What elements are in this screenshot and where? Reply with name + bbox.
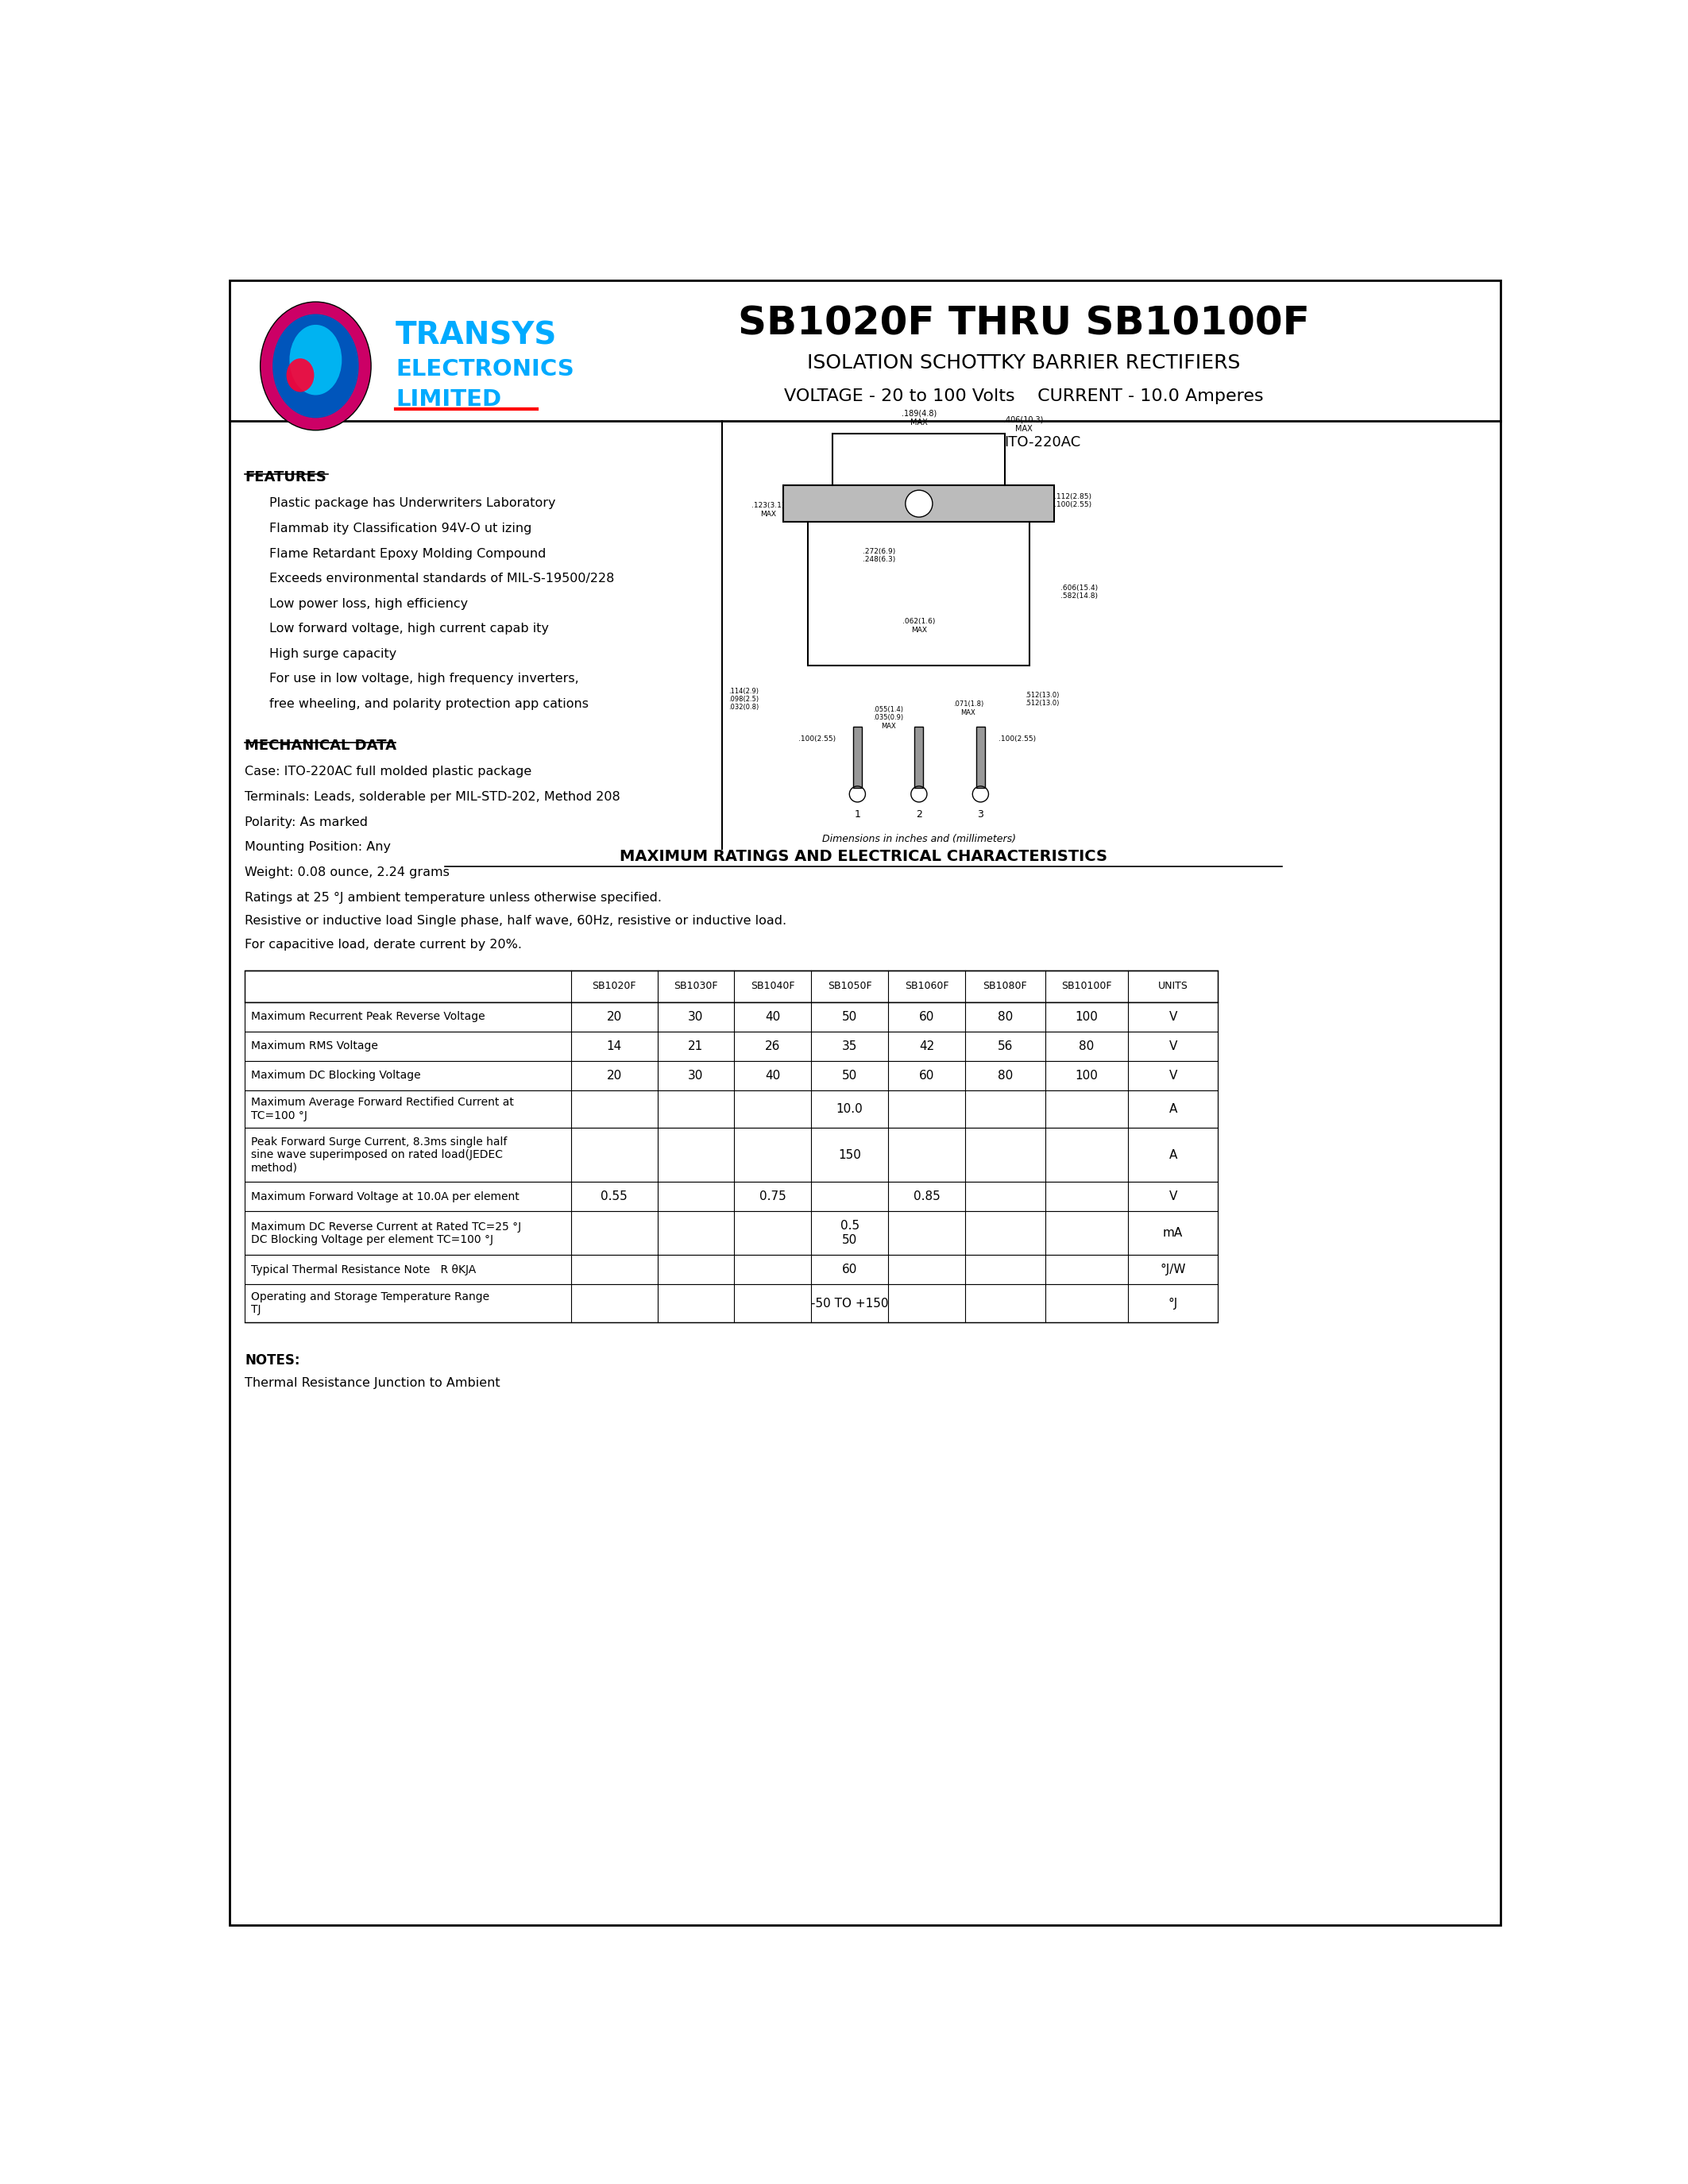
- Text: UNITS: UNITS: [1158, 981, 1188, 992]
- Text: SB1050F: SB1050F: [827, 981, 871, 992]
- Text: .189(4.8)
MAX: .189(4.8) MAX: [901, 408, 937, 426]
- Text: Maximum Average Forward Rectified Current at
TC=100 °J: Maximum Average Forward Rectified Curren…: [252, 1096, 513, 1120]
- Text: FEATURES: FEATURES: [245, 470, 326, 485]
- Text: Maximum DC Reverse Current at Rated TC=25 °J
DC Blocking Voltage per element TC=: Maximum DC Reverse Current at Rated TC=2…: [252, 1221, 522, 1245]
- Text: Resistive or inductive load Single phase, half wave, 60Hz, resistive or inductiv: Resistive or inductive load Single phase…: [245, 915, 787, 926]
- Text: Case: ITO-220AC full molded plastic package: Case: ITO-220AC full molded plastic pack…: [245, 767, 532, 778]
- Text: 0.75: 0.75: [760, 1190, 787, 1203]
- Text: LIMITED: LIMITED: [395, 389, 501, 411]
- Text: SB1020F THRU SB10100F: SB1020F THRU SB10100F: [738, 304, 1310, 343]
- Text: SB1080F: SB1080F: [982, 981, 1028, 992]
- Text: 80: 80: [998, 1011, 1013, 1022]
- Text: Thermal Resistance Junction to Ambient: Thermal Resistance Junction to Ambient: [245, 1378, 500, 1389]
- Text: .100(2.55): .100(2.55): [999, 736, 1036, 743]
- Text: .512(13.0)
.512(13.0): .512(13.0) .512(13.0): [1025, 692, 1060, 708]
- Text: A: A: [1168, 1103, 1177, 1116]
- Text: 100: 100: [1075, 1011, 1099, 1022]
- Bar: [832, 432, 1004, 489]
- Text: Operating and Storage Temperature Range
TJ: Operating and Storage Temperature Range …: [252, 1291, 490, 1315]
- Text: Typical Thermal Resistance Note   R θKJA: Typical Thermal Resistance Note R θKJA: [252, 1265, 476, 1275]
- Text: 60: 60: [918, 1011, 935, 1022]
- Text: Low power loss, high efficiency: Low power loss, high efficiency: [270, 598, 468, 609]
- Text: Maximum Forward Voltage at 10.0A per element: Maximum Forward Voltage at 10.0A per ele…: [252, 1190, 520, 1201]
- Text: .406(10.3)
MAX: .406(10.3) MAX: [1004, 415, 1043, 432]
- Bar: [809, 489, 1030, 666]
- Text: Peak Forward Surge Current, 8.3ms single half
sine wave superimposed on rated lo: Peak Forward Surge Current, 8.3ms single…: [252, 1136, 506, 1173]
- Text: TRANSYS: TRANSYS: [395, 321, 557, 352]
- Text: .606(15.4)
.582(14.8): .606(15.4) .582(14.8): [1060, 585, 1097, 601]
- Text: 40: 40: [765, 1011, 780, 1022]
- Text: Maximum RMS Voltage: Maximum RMS Voltage: [252, 1040, 378, 1053]
- Bar: [245, 1002, 1217, 1031]
- Text: NOTES:: NOTES:: [245, 1354, 300, 1367]
- Text: -50 TO +150: -50 TO +150: [810, 1297, 888, 1310]
- Text: Mounting Position: Any: Mounting Position: Any: [245, 841, 392, 854]
- Text: 21: 21: [689, 1040, 704, 1053]
- Text: 30: 30: [689, 1070, 704, 1081]
- Text: 60: 60: [918, 1070, 935, 1081]
- Text: For capacitive load, derate current by 20%.: For capacitive load, derate current by 2…: [245, 939, 522, 950]
- Text: 14: 14: [606, 1040, 621, 1053]
- Text: MAXIMUM RATINGS AND ELECTRICAL CHARACTERISTICS: MAXIMUM RATINGS AND ELECTRICAL CHARACTER…: [619, 850, 1107, 865]
- Bar: [245, 1061, 1217, 1090]
- Text: 1: 1: [854, 810, 861, 819]
- Text: 56: 56: [998, 1040, 1013, 1053]
- Text: SB10100F: SB10100F: [1062, 981, 1112, 992]
- Text: 100: 100: [1075, 1070, 1099, 1081]
- Bar: [245, 1127, 1217, 1182]
- Bar: [245, 1256, 1217, 1284]
- Text: 80: 80: [998, 1070, 1013, 1081]
- Text: High surge capacity: High surge capacity: [270, 649, 397, 660]
- Text: V: V: [1168, 1011, 1177, 1022]
- Text: MECHANICAL DATA: MECHANICAL DATA: [245, 738, 397, 753]
- Text: SB1030F: SB1030F: [674, 981, 717, 992]
- Text: Dimensions in inches and (millimeters): Dimensions in inches and (millimeters): [822, 834, 1016, 845]
- Text: 40: 40: [765, 1070, 780, 1081]
- Bar: [783, 485, 1055, 522]
- Bar: [976, 727, 984, 788]
- Text: 26: 26: [765, 1040, 780, 1053]
- Text: V: V: [1168, 1070, 1177, 1081]
- Text: 150: 150: [839, 1149, 861, 1162]
- Text: Maximum DC Blocking Voltage: Maximum DC Blocking Voltage: [252, 1070, 420, 1081]
- Text: 20: 20: [606, 1011, 621, 1022]
- Text: SB1020F: SB1020F: [592, 981, 636, 992]
- Bar: [245, 1284, 1217, 1324]
- Text: 3: 3: [977, 810, 984, 819]
- Text: 30: 30: [689, 1011, 704, 1022]
- Ellipse shape: [272, 314, 360, 417]
- Text: V: V: [1168, 1190, 1177, 1203]
- Text: 10.0: 10.0: [836, 1103, 863, 1116]
- Text: Weight: 0.08 ounce, 2.24 grams: Weight: 0.08 ounce, 2.24 grams: [245, 867, 449, 878]
- Text: A: A: [1168, 1149, 1177, 1162]
- Ellipse shape: [290, 325, 341, 395]
- Text: °J/W: °J/W: [1160, 1265, 1185, 1275]
- Text: 42: 42: [918, 1040, 935, 1053]
- Text: Flammab ity Classification 94V-O ut izing: Flammab ity Classification 94V-O ut izin…: [270, 522, 532, 535]
- Text: 50: 50: [842, 1234, 858, 1247]
- Text: .062(1.6)
MAX: .062(1.6) MAX: [903, 618, 935, 633]
- Text: V: V: [1168, 1040, 1177, 1053]
- Text: Maximum Recurrent Peak Reverse Voltage: Maximum Recurrent Peak Reverse Voltage: [252, 1011, 484, 1022]
- Bar: [245, 970, 1217, 1002]
- Text: 50: 50: [842, 1011, 858, 1022]
- Text: Plastic package has Underwriters Laboratory: Plastic package has Underwriters Laborat…: [270, 498, 555, 509]
- Circle shape: [905, 489, 932, 518]
- Text: 0.5: 0.5: [841, 1221, 859, 1232]
- Text: .123(3.1)
MAX: .123(3.1) MAX: [751, 502, 785, 518]
- Text: .112(2.85)
.100(2.55): .112(2.85) .100(2.55): [1053, 494, 1092, 509]
- Text: .272(6.9)
.248(6.3): .272(6.9) .248(6.3): [863, 548, 895, 563]
- Text: SB1060F: SB1060F: [905, 981, 949, 992]
- Text: Exceeds environmental standards of MIL-S-19500/228: Exceeds environmental standards of MIL-S…: [270, 572, 614, 585]
- Text: Ratings at 25 °J ambient temperature unless otherwise specified.: Ratings at 25 °J ambient temperature unl…: [245, 891, 662, 904]
- Text: VOLTAGE - 20 to 100 Volts    CURRENT - 10.0 Amperes: VOLTAGE - 20 to 100 Volts CURRENT - 10.0…: [783, 389, 1263, 404]
- Text: Polarity: As marked: Polarity: As marked: [245, 817, 368, 828]
- Text: 0.85: 0.85: [913, 1190, 940, 1203]
- Text: 35: 35: [842, 1040, 858, 1053]
- Text: Terminals: Leads, solderable per MIL-STD-202, Method 208: Terminals: Leads, solderable per MIL-STD…: [245, 791, 621, 804]
- Bar: [245, 1212, 1217, 1256]
- Text: SB1040F: SB1040F: [751, 981, 795, 992]
- Text: ISOLATION SCHOTTKY BARRIER RECTIFIERS: ISOLATION SCHOTTKY BARRIER RECTIFIERS: [807, 354, 1241, 373]
- Bar: [852, 727, 861, 788]
- Text: 80: 80: [1079, 1040, 1094, 1053]
